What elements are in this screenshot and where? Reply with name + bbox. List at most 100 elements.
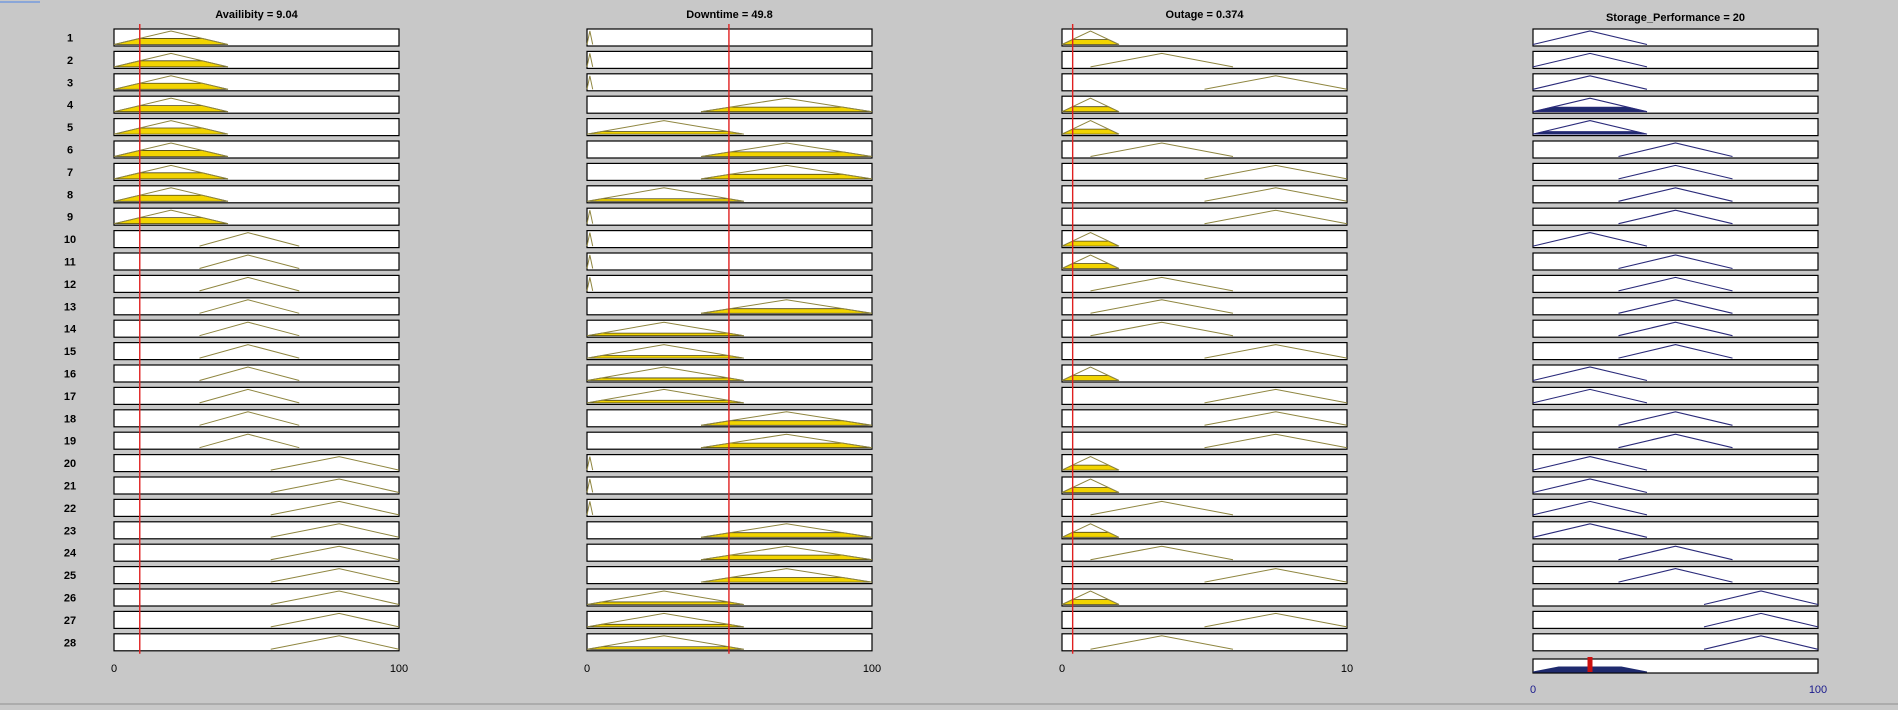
membership-function	[1618, 209, 1733, 225]
membership-function	[1532, 523, 1648, 538]
rule-cell	[1532, 73, 1819, 92]
membership-function	[270, 478, 400, 493]
rule-cell	[1061, 498, 1348, 517]
rule-cell	[113, 386, 400, 405]
rule-cell-frame	[113, 521, 400, 540]
rule-cell	[113, 633, 400, 652]
rule-cell	[113, 185, 400, 204]
rule-cell-frame	[1532, 73, 1819, 92]
axis-max-label: 10	[1341, 663, 1353, 675]
membership-function	[270, 545, 400, 561]
membership-function	[586, 501, 594, 516]
rule-cell	[1061, 342, 1348, 361]
membership-function	[586, 53, 594, 68]
rule-cell	[1061, 73, 1348, 92]
rule-number: 7	[67, 167, 73, 179]
rule-cell-frame	[1532, 565, 1819, 585]
rule-cell-frame	[1061, 252, 1348, 271]
panel-title: Availibity = 9.04	[215, 9, 298, 21]
membership-function	[1061, 478, 1120, 493]
rule-cell	[1061, 364, 1348, 383]
rule-cell-frame	[1061, 274, 1348, 293]
membership-function	[1703, 612, 1819, 628]
membership-function	[586, 590, 744, 605]
membership-function	[1090, 635, 1234, 650]
rule-cell-frame	[1532, 543, 1819, 562]
membership-function	[270, 456, 400, 471]
axis-min-label: 0	[584, 663, 590, 675]
rule-cell	[113, 498, 400, 517]
membership-function	[1532, 388, 1648, 404]
rule-cell-frame	[1532, 476, 1819, 495]
membership-function	[586, 366, 744, 381]
membership-function	[270, 500, 400, 516]
rule-cell-frame	[1532, 162, 1819, 181]
rule-number: 4	[67, 100, 74, 112]
rule-number: 11	[64, 257, 76, 269]
membership-fill	[1532, 131, 1648, 135]
membership-function	[270, 523, 400, 538]
membership-function	[199, 276, 300, 292]
defuzzified-output-marker	[1587, 657, 1593, 672]
rule-cell-frame	[113, 588, 400, 607]
membership-fill	[586, 601, 744, 605]
membership-function	[1204, 164, 1348, 180]
rule-cell-frame	[1061, 633, 1348, 652]
rule-number: 10	[64, 234, 76, 246]
membership-function	[199, 411, 300, 426]
membership-function	[1532, 75, 1648, 90]
rule-cell	[113, 565, 400, 585]
membership-function	[1532, 366, 1648, 382]
rule-number: 17	[64, 391, 76, 403]
membership-function	[1532, 30, 1648, 46]
rule-cell-frame	[1061, 185, 1348, 204]
rule-cell	[113, 252, 400, 271]
rule-cell	[113, 50, 400, 70]
rule-cell	[1532, 117, 1819, 137]
membership-function	[1090, 142, 1234, 157]
rule-cell-frame	[1532, 185, 1819, 204]
membership-function	[1061, 30, 1120, 45]
rule-cell	[1532, 409, 1819, 428]
rule-cell	[1061, 297, 1348, 316]
rule-cell	[1061, 454, 1348, 473]
rule-cell-frame	[113, 565, 400, 585]
rule-cell	[113, 319, 400, 338]
rule-cell-frame	[1061, 364, 1348, 383]
membership-fill	[586, 623, 744, 628]
membership-function	[1090, 500, 1234, 516]
membership-function	[586, 30, 594, 45]
rule-cell-frame	[1061, 162, 1348, 181]
rule-number: 28	[64, 637, 76, 649]
rule-cell-frame	[1061, 431, 1348, 450]
aggregated-output	[1532, 657, 1819, 674]
membership-function	[199, 232, 300, 247]
membership-function	[1061, 366, 1120, 381]
rule-cell	[1061, 28, 1348, 47]
membership-function	[1532, 232, 1648, 247]
panel-availibity: Availibity = 9.04 0 100	[111, 9, 408, 675]
membership-function	[113, 97, 229, 113]
rule-cell-frame	[1061, 521, 1348, 540]
rule-number: 5	[67, 122, 73, 134]
membership-function	[1703, 635, 1819, 650]
rule-number: 23	[64, 525, 76, 537]
rule-cell	[1061, 565, 1348, 585]
rule-cell	[113, 476, 400, 495]
rule-cell-frame	[1532, 50, 1819, 70]
membership-function	[199, 299, 300, 314]
membership-function	[586, 277, 594, 292]
rule-number: 15	[64, 346, 76, 358]
rule-cell	[113, 207, 400, 226]
membership-function	[586, 344, 744, 359]
rule-cell	[1532, 319, 1819, 338]
membership-function	[1618, 321, 1733, 337]
rule-number: 3	[67, 77, 73, 89]
rule-cell	[1061, 185, 1348, 204]
rule-cell	[1532, 230, 1819, 249]
rule-cell	[113, 521, 400, 540]
rule-cell	[1532, 521, 1819, 540]
rule-cell	[113, 162, 400, 181]
rule-cell-frame	[1061, 610, 1348, 630]
rule-cell-frame	[113, 498, 400, 517]
